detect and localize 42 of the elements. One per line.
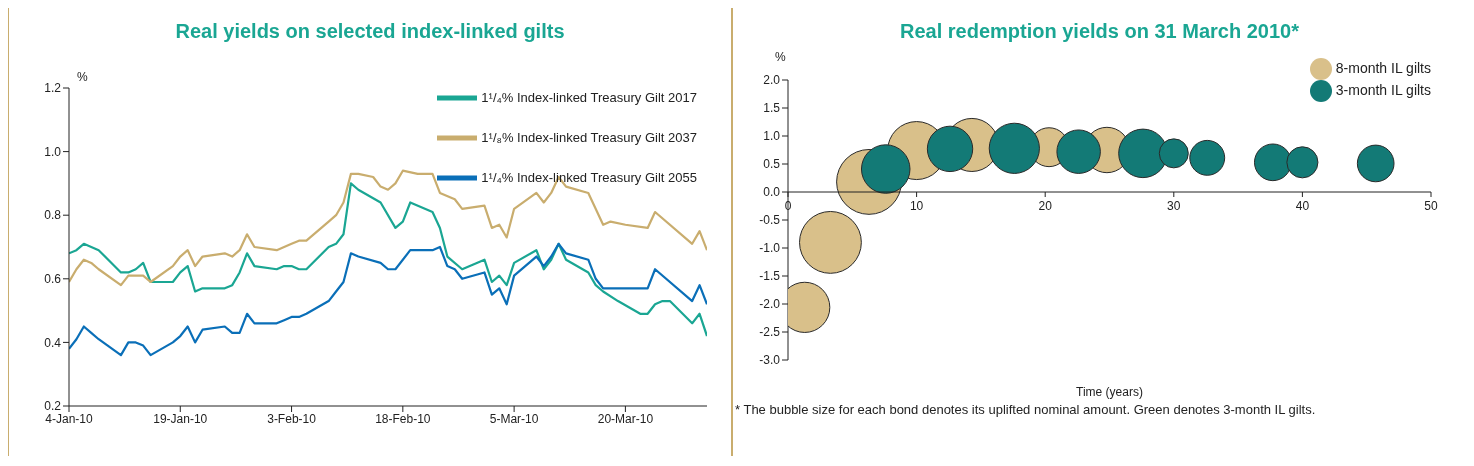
y-axis-title: %	[775, 50, 786, 64]
y-tick-label: 2.0	[763, 73, 781, 88]
x-tick-label: 19-Jan-10	[153, 411, 208, 426]
x-tick-label: 50	[1424, 199, 1438, 213]
y-tick-label: -2.5	[759, 325, 781, 340]
legend-label: 3-month IL gilts	[1335, 82, 1431, 99]
x-tick-label: 20	[1038, 199, 1053, 213]
y-tick-label: 1.0	[763, 129, 781, 144]
x-tick-label: 4-Jan-10	[45, 411, 93, 426]
y-tick-label: 0.4	[44, 335, 62, 350]
x-tick-label: 40	[1295, 199, 1310, 213]
x-tick-label: 20-Mar-10	[597, 411, 654, 426]
y-axis-title: %	[77, 70, 88, 84]
x-tick-label: 30	[1167, 199, 1181, 213]
y-tick-label: 0.5	[763, 157, 781, 172]
legend-label: 1¹/₄% Index-linked Treasury Gilt 2055	[481, 170, 697, 186]
line-series	[69, 242, 707, 357]
line-series	[69, 169, 707, 287]
y-tick-label: -2.0	[759, 297, 781, 312]
x-tick-label: 5-Mar-10	[489, 411, 539, 426]
y-tick-label: -0.5	[759, 213, 781, 228]
x-tick-label: 0	[784, 199, 792, 213]
y-tick-label: 1.5	[763, 101, 781, 116]
y-tick-label: -1.0	[759, 241, 781, 256]
legend-label: 8-month IL gilts	[1335, 60, 1431, 77]
chart-title: Real yields on selected index-linked gilts	[174, 20, 566, 44]
x-axis-title: Time (years)	[1076, 385, 1143, 399]
y-tick-label: 0.0	[763, 185, 781, 200]
legend-label: 1¹/₄% Index-linked Treasury Gilt 2017	[481, 90, 697, 106]
x-tick-label: 18-Feb-10	[375, 411, 431, 426]
y-tick-label: 1.2	[44, 81, 62, 96]
text: * The bubble size for each bond denotes its uplifted nominal amount. Green denotes 3-month IL gilts.	[735, 402, 1317, 417]
x-tick-label: 3-Feb-10	[267, 411, 317, 426]
chart-title: Real redemption yields on 31 March 2010*	[898, 20, 1300, 44]
y-tick-label: 0.8	[44, 208, 62, 223]
y-tick-label: 1.0	[44, 144, 62, 159]
y-tick-label: 0.2	[44, 399, 62, 414]
y-tick-label: 0.6	[44, 272, 62, 287]
legend-label: 1¹/₈% Index-linked Treasury Gilt 2037	[481, 130, 697, 146]
x-tick-label: 10	[909, 199, 924, 213]
y-tick-label: -3.0	[759, 353, 781, 368]
y-tick-label: -1.5	[759, 269, 781, 284]
